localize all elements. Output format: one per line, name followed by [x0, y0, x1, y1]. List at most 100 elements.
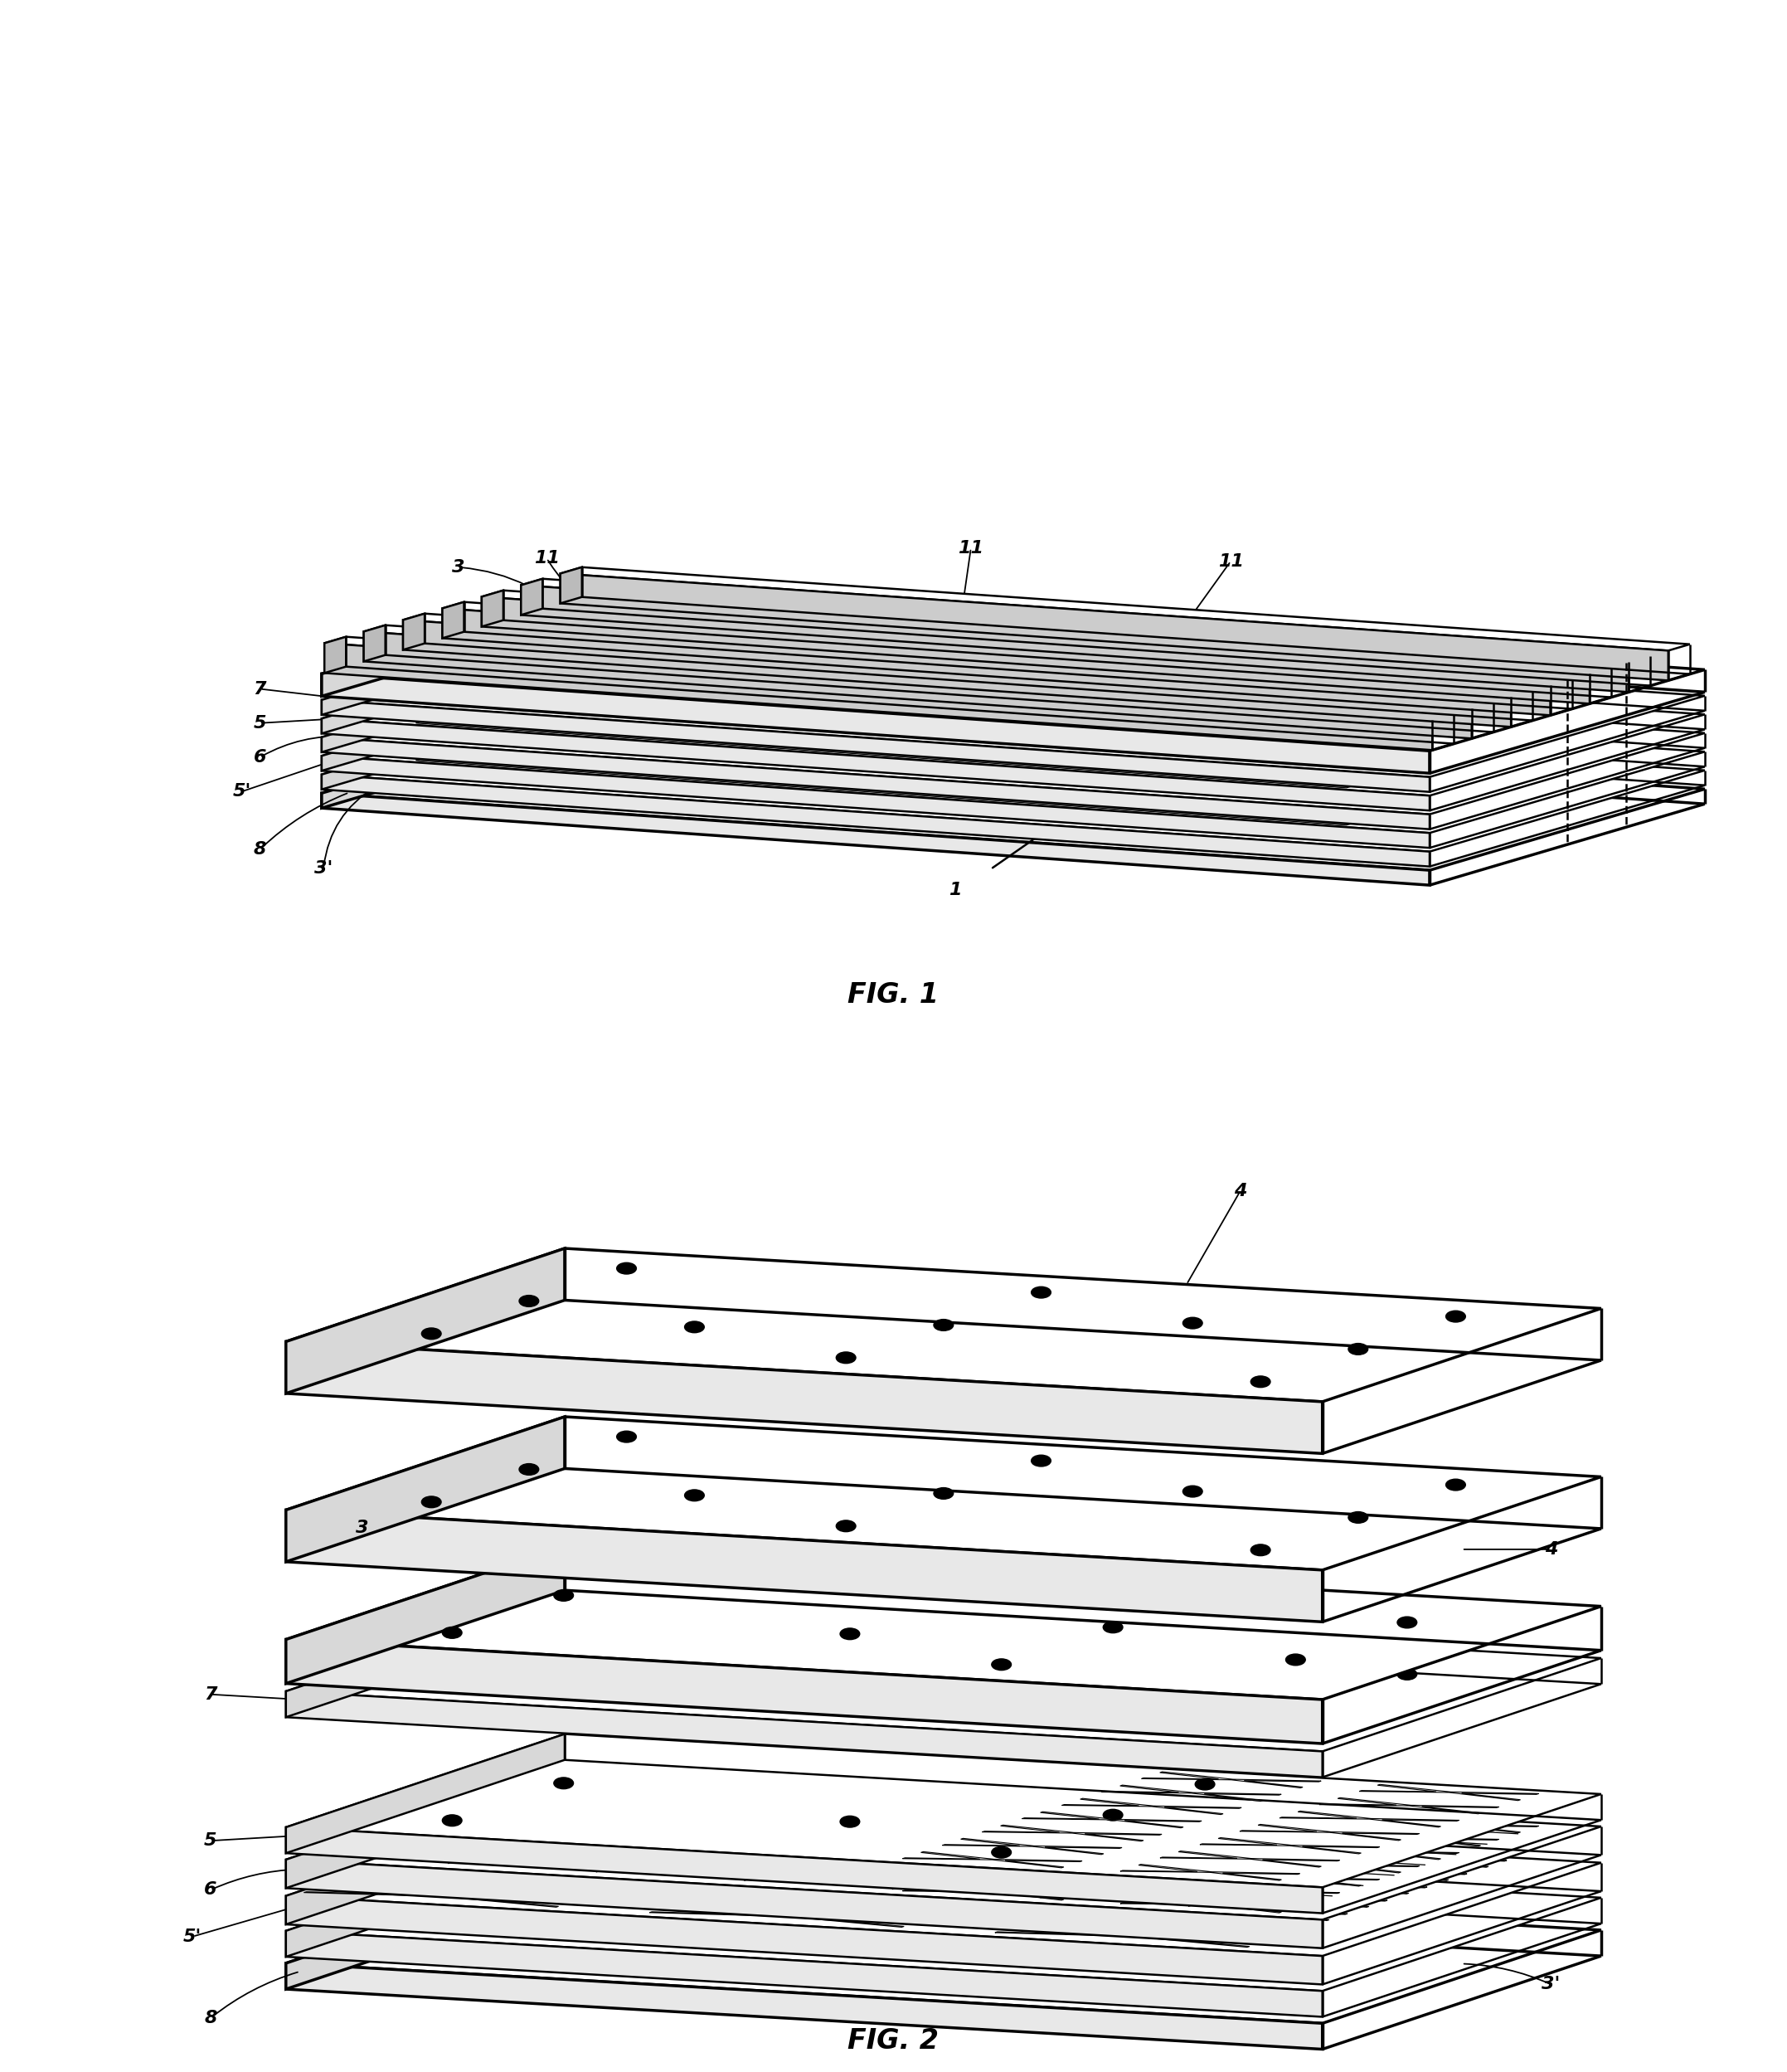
Polygon shape — [1115, 1886, 1387, 1906]
Polygon shape — [384, 1859, 656, 1881]
Polygon shape — [322, 593, 597, 696]
Polygon shape — [286, 1838, 565, 1956]
Polygon shape — [1103, 1786, 1281, 1801]
Circle shape — [992, 1711, 1011, 1722]
Text: 11: 11 — [958, 541, 985, 557]
Circle shape — [443, 1846, 461, 1859]
Circle shape — [840, 1848, 860, 1861]
Circle shape — [840, 1629, 860, 1639]
Circle shape — [443, 1627, 461, 1639]
Polygon shape — [325, 642, 1433, 750]
Polygon shape — [1154, 1873, 1428, 1894]
Polygon shape — [995, 1925, 1267, 1948]
Polygon shape — [504, 1819, 776, 1840]
Circle shape — [836, 1353, 856, 1363]
Polygon shape — [482, 591, 504, 626]
Circle shape — [992, 1846, 1011, 1859]
Polygon shape — [690, 1892, 961, 1915]
Polygon shape — [322, 756, 1430, 847]
Polygon shape — [286, 1734, 565, 1852]
Polygon shape — [1319, 1830, 1499, 1846]
Polygon shape — [322, 738, 1430, 829]
Polygon shape — [286, 1546, 1601, 1699]
Text: 5': 5' — [184, 1929, 202, 1946]
Circle shape — [840, 1886, 860, 1896]
Polygon shape — [1199, 1838, 1380, 1854]
Text: 5': 5' — [232, 783, 252, 800]
Text: 7: 7 — [254, 680, 266, 696]
Circle shape — [617, 1262, 636, 1274]
Polygon shape — [322, 700, 1430, 792]
Text: FIG. 1: FIG. 1 — [847, 980, 940, 1009]
Polygon shape — [286, 1931, 1322, 2016]
Circle shape — [1183, 1318, 1203, 1328]
Polygon shape — [322, 719, 1430, 810]
Text: 3': 3' — [1542, 1977, 1560, 1993]
Polygon shape — [404, 613, 1533, 696]
Text: 8: 8 — [254, 841, 266, 858]
Text: 4: 4 — [1233, 1183, 1247, 1200]
Circle shape — [1031, 1455, 1051, 1467]
Polygon shape — [304, 1886, 577, 1906]
Polygon shape — [1120, 1896, 1299, 1912]
Circle shape — [1196, 1643, 1215, 1653]
Text: 4: 4 — [1544, 1542, 1558, 1558]
Polygon shape — [286, 1639, 1322, 1745]
Polygon shape — [902, 1883, 1083, 1900]
Polygon shape — [561, 568, 1691, 651]
Circle shape — [443, 1815, 461, 1825]
Polygon shape — [365, 626, 1494, 709]
Text: 11: 11 — [534, 549, 559, 566]
Polygon shape — [645, 688, 1596, 758]
Polygon shape — [561, 574, 1669, 680]
Polygon shape — [522, 578, 1651, 663]
Polygon shape — [942, 1871, 1122, 1888]
Polygon shape — [365, 632, 1472, 738]
Polygon shape — [1199, 1871, 1380, 1886]
Polygon shape — [443, 609, 1551, 715]
Circle shape — [1103, 1842, 1122, 1852]
Circle shape — [520, 1463, 540, 1475]
Circle shape — [684, 1322, 704, 1332]
Circle shape — [1103, 1622, 1122, 1633]
Circle shape — [1285, 1653, 1305, 1666]
Circle shape — [992, 1660, 1011, 1670]
Polygon shape — [649, 1906, 922, 1927]
Text: 6: 6 — [254, 748, 266, 765]
Polygon shape — [1240, 1857, 1419, 1873]
Circle shape — [840, 1815, 860, 1828]
Polygon shape — [322, 620, 1705, 777]
Circle shape — [554, 1846, 574, 1857]
Circle shape — [1397, 1616, 1417, 1629]
Polygon shape — [286, 1828, 1322, 1912]
Polygon shape — [554, 678, 1505, 748]
Polygon shape — [416, 717, 1367, 787]
Polygon shape — [286, 1598, 1601, 1751]
Circle shape — [1285, 1705, 1305, 1718]
Circle shape — [1196, 1591, 1215, 1602]
Polygon shape — [461, 742, 1412, 812]
Polygon shape — [322, 638, 597, 733]
Polygon shape — [1035, 1912, 1308, 1933]
Polygon shape — [645, 651, 1596, 721]
Polygon shape — [286, 1869, 1601, 2022]
Polygon shape — [849, 1840, 1122, 1861]
Circle shape — [554, 1809, 574, 1821]
Polygon shape — [286, 1343, 1322, 1455]
Circle shape — [1196, 1848, 1215, 1859]
Circle shape — [554, 1778, 574, 1788]
Polygon shape — [322, 673, 1430, 773]
Polygon shape — [443, 603, 465, 638]
Polygon shape — [522, 584, 1630, 692]
Polygon shape — [322, 694, 1705, 852]
Polygon shape — [902, 1852, 1083, 1867]
Circle shape — [520, 1295, 540, 1307]
Polygon shape — [286, 1803, 565, 1925]
Polygon shape — [322, 657, 1705, 814]
Circle shape — [840, 1680, 860, 1691]
Circle shape — [1446, 1479, 1465, 1490]
Polygon shape — [1074, 1900, 1347, 1921]
Polygon shape — [343, 1873, 617, 1894]
Polygon shape — [322, 657, 597, 752]
Polygon shape — [443, 603, 1573, 686]
